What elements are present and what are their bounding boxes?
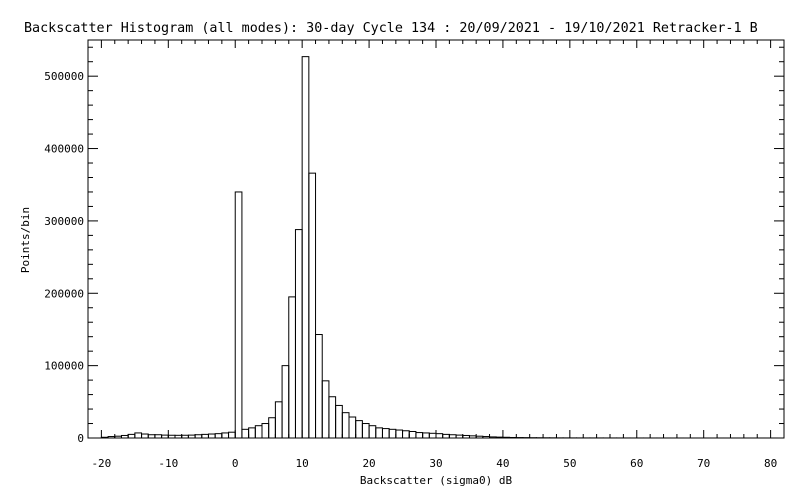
histogram-bar <box>428 432 437 439</box>
histogram-bar <box>321 380 330 439</box>
histogram-bar <box>442 433 450 439</box>
y-axis-ticks: 0 100000 200000 300000 400000 500000 <box>44 46 784 445</box>
histogram-bars <box>100 56 778 439</box>
x-tick-label: -10 <box>158 457 178 470</box>
histogram-bar <box>241 428 250 439</box>
histogram-bar <box>274 401 283 439</box>
histogram-bar <box>408 430 417 439</box>
histogram-bar <box>348 416 357 439</box>
plot-frame <box>87 39 785 439</box>
histogram-bar <box>361 423 370 439</box>
histogram-bar <box>221 432 230 439</box>
chart-title: Backscatter Histogram (all modes): 30-da… <box>24 21 758 36</box>
histogram-bar <box>288 296 296 439</box>
histogram-bar <box>187 434 196 439</box>
histogram-bar <box>147 434 156 439</box>
x-tick-label: 50 <box>563 457 576 470</box>
histogram-bar <box>127 433 136 439</box>
histogram-bar <box>154 434 163 439</box>
histogram-bar <box>181 434 189 439</box>
histogram-bar <box>134 432 143 439</box>
y-axis-label: Points/bin <box>19 207 32 273</box>
histogram-bar <box>455 434 464 439</box>
histogram-bar <box>422 432 430 439</box>
histogram-bar <box>161 434 169 439</box>
histogram-bar <box>120 434 129 439</box>
histogram-bar <box>254 425 263 439</box>
x-tick-label: 40 <box>496 457 509 470</box>
y-tick-label: 500000 <box>44 70 84 83</box>
histogram-bar <box>489 436 497 439</box>
x-tick-label: 20 <box>362 457 375 470</box>
histogram-bar <box>308 172 317 439</box>
histogram-bar <box>107 436 116 439</box>
histogram-bar <box>174 434 183 439</box>
x-axis-label: Backscatter (sigma0) dB <box>360 474 513 487</box>
histogram-bar <box>261 423 270 439</box>
histogram-bar <box>100 436 109 439</box>
histogram-bar <box>415 432 424 439</box>
histogram-bar <box>502 436 511 439</box>
histogram-bar <box>368 425 377 439</box>
histogram-bar <box>388 428 397 439</box>
x-tick-label: 10 <box>296 457 309 470</box>
histogram-bar <box>335 404 343 439</box>
histogram-bar <box>248 427 256 439</box>
histogram-bar <box>355 420 363 439</box>
y-tick-label: 0 <box>77 432 84 445</box>
x-axis-ticks: -20 -10 0 10 20 30 40 50 60 70 80 <box>87 40 785 470</box>
histogram-bar <box>194 434 203 439</box>
histogram-bar <box>509 436 517 439</box>
histogram-bar <box>301 56 310 439</box>
y-tick-label: 200000 <box>44 287 84 300</box>
histogram-bar <box>167 434 176 439</box>
x-tick-label: 60 <box>630 457 643 470</box>
y-tick-label: 100000 <box>44 360 84 373</box>
histogram-bar <box>495 436 504 439</box>
histogram-bar <box>381 428 390 439</box>
histogram-bar <box>341 412 350 439</box>
histogram-bar <box>435 433 444 439</box>
x-tick-label: 0 <box>232 457 239 470</box>
histogram-bar <box>214 433 223 439</box>
histogram-bar <box>395 429 404 439</box>
histogram-bar <box>328 396 337 439</box>
histogram-bar <box>268 417 276 439</box>
histogram-bar <box>281 365 290 439</box>
histogram-bar <box>294 229 303 439</box>
y-tick-label: 300000 <box>44 215 84 228</box>
histogram-bar <box>475 435 484 439</box>
x-tick-label: 30 <box>429 457 442 470</box>
histogram-bar <box>228 431 236 439</box>
x-tick-label: 80 <box>764 457 777 470</box>
histogram-bar <box>402 430 410 439</box>
histogram-bar <box>315 334 323 439</box>
histogram-bar <box>234 191 243 439</box>
histogram-bar <box>462 434 470 439</box>
histogram-bar <box>114 435 122 439</box>
histogram-bar <box>468 435 477 439</box>
histogram-bar <box>375 427 383 439</box>
histogram-bar <box>201 433 209 439</box>
histogram-bar <box>207 433 216 439</box>
histogram-bar <box>482 436 491 439</box>
y-tick-label: 400000 <box>44 143 84 156</box>
histogram-bar <box>141 433 149 439</box>
x-tick-label: 70 <box>697 457 710 470</box>
histogram-bar <box>448 434 457 439</box>
x-tick-label: -20 <box>91 457 111 470</box>
